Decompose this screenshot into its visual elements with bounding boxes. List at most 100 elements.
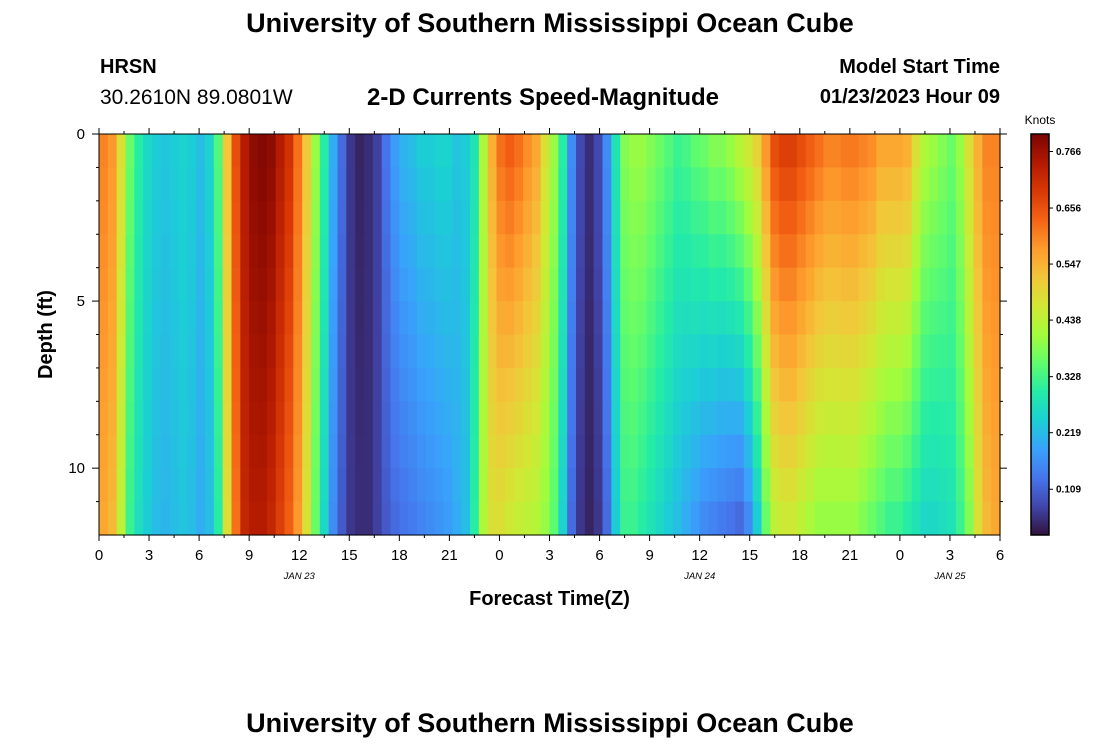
x-tick-label: 12 xyxy=(691,547,708,564)
heatmap-cell xyxy=(275,167,286,202)
heatmap-cell xyxy=(964,468,975,503)
heatmap-cell xyxy=(417,334,427,369)
speed-heatmap-chart: 0 3 6 9 12 15 18 21 0 3 6 9 12 15 18 21 0 3 6 JAN 23 JAN 24 J… xyxy=(35,113,1081,610)
heatmap-cell xyxy=(752,267,763,302)
heatmap-cell xyxy=(567,501,577,536)
heatmap-cell xyxy=(708,301,718,336)
heatmap-cell xyxy=(213,501,224,536)
heatmap-cell xyxy=(249,167,259,202)
heatmap-cell xyxy=(593,200,604,235)
heatmap-cell xyxy=(902,367,913,402)
heatmap-cell xyxy=(134,401,144,436)
heatmap-cell xyxy=(152,401,162,436)
heatmap-cell xyxy=(779,167,789,202)
heatmap-cell xyxy=(602,367,612,402)
colorbar-tick-label: 0.328 xyxy=(1056,372,1081,383)
heatmap-cell xyxy=(505,501,515,536)
heatmap-cell xyxy=(549,401,559,436)
heatmap-cell xyxy=(823,401,833,436)
heatmap-cell xyxy=(576,200,586,235)
heatmap-cell xyxy=(205,468,215,503)
heatmap-cell xyxy=(143,367,153,402)
heatmap-cell xyxy=(425,134,436,169)
heatmap-cell xyxy=(240,434,250,469)
heatmap-cell xyxy=(929,501,939,536)
heatmap-cell xyxy=(372,167,383,202)
heatmap-cell xyxy=(788,468,798,503)
heatmap-cell xyxy=(390,134,400,169)
heatmap-cell xyxy=(761,401,771,436)
heatmap-cell xyxy=(885,301,895,336)
heatmap-cell xyxy=(964,301,975,336)
heatmap-cell xyxy=(717,167,727,202)
heatmap-cell xyxy=(443,234,453,269)
heatmap-cell xyxy=(116,367,127,402)
heatmap-cell xyxy=(302,301,312,336)
heatmap-cell xyxy=(258,301,268,336)
heatmap-cell xyxy=(152,501,162,536)
heatmap-cell xyxy=(311,367,321,402)
heatmap-cell xyxy=(735,434,745,469)
heatmap-cell xyxy=(920,401,930,436)
heatmap-cell xyxy=(213,301,224,336)
heatmap-cell xyxy=(726,234,736,269)
heatmap-cell xyxy=(911,134,922,169)
heatmap-cell xyxy=(796,134,807,169)
heatmap-cell xyxy=(337,301,347,336)
heatmap-cell xyxy=(461,200,471,235)
heatmap-cell xyxy=(390,468,400,503)
heatmap-cell xyxy=(417,267,427,302)
heatmap-cell xyxy=(196,334,206,369)
heatmap-cell xyxy=(743,434,754,469)
heatmap-cell xyxy=(761,501,771,536)
heatmap-cell xyxy=(443,301,453,336)
heatmap-cell xyxy=(196,134,206,169)
heatmap-cell xyxy=(381,501,392,536)
heatmap-cell xyxy=(770,167,780,202)
heatmap-cell xyxy=(258,401,268,436)
heatmap-cell xyxy=(911,167,922,202)
heatmap-cell xyxy=(213,334,224,369)
heatmap-cell xyxy=(964,367,975,402)
heatmap-cell xyxy=(876,468,886,503)
heatmap-cell xyxy=(761,334,771,369)
heatmap-cell xyxy=(602,134,612,169)
heatmap-cell xyxy=(487,401,498,436)
heatmap-cell xyxy=(169,501,180,536)
heatmap-cell xyxy=(160,301,171,336)
heatmap-cell xyxy=(461,134,471,169)
heatmap-cell xyxy=(823,234,833,269)
heatmap-cell xyxy=(602,468,612,503)
heatmap-cell xyxy=(973,134,983,169)
heatmap-cell xyxy=(611,234,621,269)
heatmap-cell xyxy=(355,401,365,436)
heatmap-cell xyxy=(540,167,551,202)
heatmap-cell xyxy=(832,134,842,169)
heatmap-cell xyxy=(425,468,436,503)
heatmap-cell xyxy=(885,200,895,235)
heatmap-cell xyxy=(107,501,118,536)
heatmap-cell xyxy=(593,234,604,269)
heatmap-cell xyxy=(726,468,736,503)
heatmap-cell xyxy=(779,134,789,169)
heatmap-cell xyxy=(805,367,816,402)
heatmap-cell xyxy=(337,434,347,469)
heatmap-cell xyxy=(637,501,648,536)
heatmap-cell xyxy=(275,267,286,302)
heatmap-cell xyxy=(929,434,939,469)
heatmap-cell xyxy=(152,367,162,402)
heatmap-cell xyxy=(708,468,718,503)
heatmap-cell xyxy=(293,367,303,402)
heatmap-cell xyxy=(991,434,1001,469)
heatmap-cell xyxy=(947,301,957,336)
heatmap-cell xyxy=(708,234,718,269)
heatmap-cell xyxy=(249,267,259,302)
heatmap-cell xyxy=(452,200,462,235)
heatmap-cell xyxy=(717,434,727,469)
heatmap-cell xyxy=(726,301,736,336)
heatmap-cell xyxy=(567,200,577,235)
heatmap-cell xyxy=(947,468,957,503)
heatmap-cell xyxy=(629,267,639,302)
heatmap-cell xyxy=(275,334,286,369)
heatmap-cell xyxy=(381,234,392,269)
